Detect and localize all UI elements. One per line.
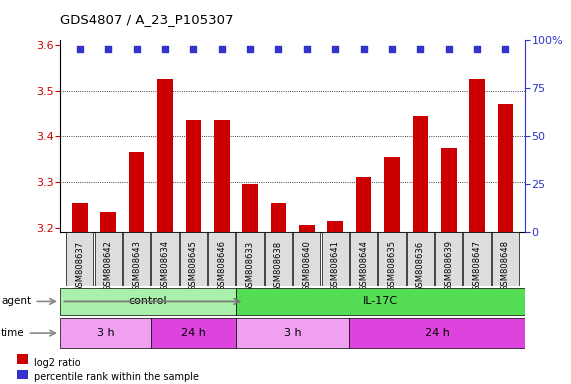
FancyBboxPatch shape: [180, 232, 207, 286]
Text: GSM808639: GSM808639: [444, 240, 453, 291]
Bar: [356, 177, 371, 232]
Text: GSM808640: GSM808640: [302, 240, 311, 291]
FancyBboxPatch shape: [293, 232, 320, 286]
Text: GSM808638: GSM808638: [274, 240, 283, 291]
Bar: [469, 79, 485, 232]
Point: [359, 45, 368, 51]
FancyBboxPatch shape: [407, 232, 434, 286]
FancyBboxPatch shape: [349, 318, 525, 348]
Text: GSM808648: GSM808648: [501, 240, 510, 291]
Bar: [17, 370, 28, 379]
Bar: [100, 212, 116, 232]
Bar: [498, 104, 513, 232]
FancyBboxPatch shape: [208, 232, 235, 286]
Point: [302, 45, 311, 51]
FancyBboxPatch shape: [236, 318, 349, 348]
FancyBboxPatch shape: [95, 232, 122, 286]
Bar: [441, 148, 456, 232]
Point: [160, 45, 170, 51]
Point: [473, 45, 482, 51]
Point: [416, 45, 425, 51]
Text: 24 h: 24 h: [425, 328, 450, 338]
FancyBboxPatch shape: [151, 232, 179, 286]
Bar: [129, 152, 144, 232]
FancyBboxPatch shape: [265, 232, 292, 286]
Text: GSM808633: GSM808633: [246, 240, 255, 291]
Point: [331, 45, 340, 51]
FancyBboxPatch shape: [321, 232, 349, 286]
Bar: [299, 225, 315, 232]
Text: percentile rank within the sample: percentile rank within the sample: [34, 372, 199, 382]
FancyBboxPatch shape: [350, 232, 377, 286]
Text: GSM808643: GSM808643: [132, 240, 141, 291]
FancyBboxPatch shape: [151, 318, 236, 348]
Bar: [412, 116, 428, 232]
Bar: [157, 79, 173, 232]
Point: [444, 45, 453, 51]
FancyBboxPatch shape: [236, 288, 525, 315]
Bar: [327, 221, 343, 232]
Bar: [271, 203, 286, 232]
FancyBboxPatch shape: [60, 318, 151, 348]
FancyBboxPatch shape: [464, 232, 490, 286]
Point: [387, 45, 396, 51]
Text: GSM808645: GSM808645: [189, 240, 198, 291]
Bar: [214, 120, 230, 232]
FancyBboxPatch shape: [236, 232, 264, 286]
Text: GSM808641: GSM808641: [331, 240, 340, 291]
Text: GSM808636: GSM808636: [416, 240, 425, 291]
Point: [246, 45, 255, 51]
FancyBboxPatch shape: [379, 232, 405, 286]
Point: [217, 45, 226, 51]
Text: IL-17C: IL-17C: [363, 296, 398, 306]
Text: control: control: [128, 296, 167, 306]
Point: [189, 45, 198, 51]
Text: GSM808647: GSM808647: [473, 240, 481, 291]
FancyBboxPatch shape: [66, 232, 94, 286]
Text: time: time: [1, 328, 25, 338]
Point: [132, 45, 141, 51]
Text: agent: agent: [1, 296, 31, 306]
FancyBboxPatch shape: [123, 232, 150, 286]
Text: GSM808635: GSM808635: [388, 240, 396, 291]
Text: GSM808634: GSM808634: [160, 240, 170, 291]
Text: GSM808644: GSM808644: [359, 240, 368, 291]
FancyBboxPatch shape: [435, 232, 463, 286]
Point: [274, 45, 283, 51]
Text: 3 h: 3 h: [96, 328, 114, 338]
Point: [75, 45, 85, 51]
FancyBboxPatch shape: [60, 288, 236, 315]
Bar: [72, 203, 87, 232]
Text: 24 h: 24 h: [181, 328, 206, 338]
Text: GSM808646: GSM808646: [217, 240, 226, 291]
Point: [501, 45, 510, 51]
Bar: [186, 120, 201, 232]
Bar: [17, 354, 28, 364]
Bar: [384, 157, 400, 232]
Text: GSM808637: GSM808637: [75, 240, 85, 291]
Text: log2 ratio: log2 ratio: [34, 358, 81, 368]
Text: GSM808642: GSM808642: [104, 240, 112, 291]
Text: GDS4807 / A_23_P105307: GDS4807 / A_23_P105307: [60, 13, 234, 26]
FancyBboxPatch shape: [492, 232, 519, 286]
Bar: [242, 184, 258, 232]
Point: [103, 45, 112, 51]
Text: 3 h: 3 h: [284, 328, 301, 338]
